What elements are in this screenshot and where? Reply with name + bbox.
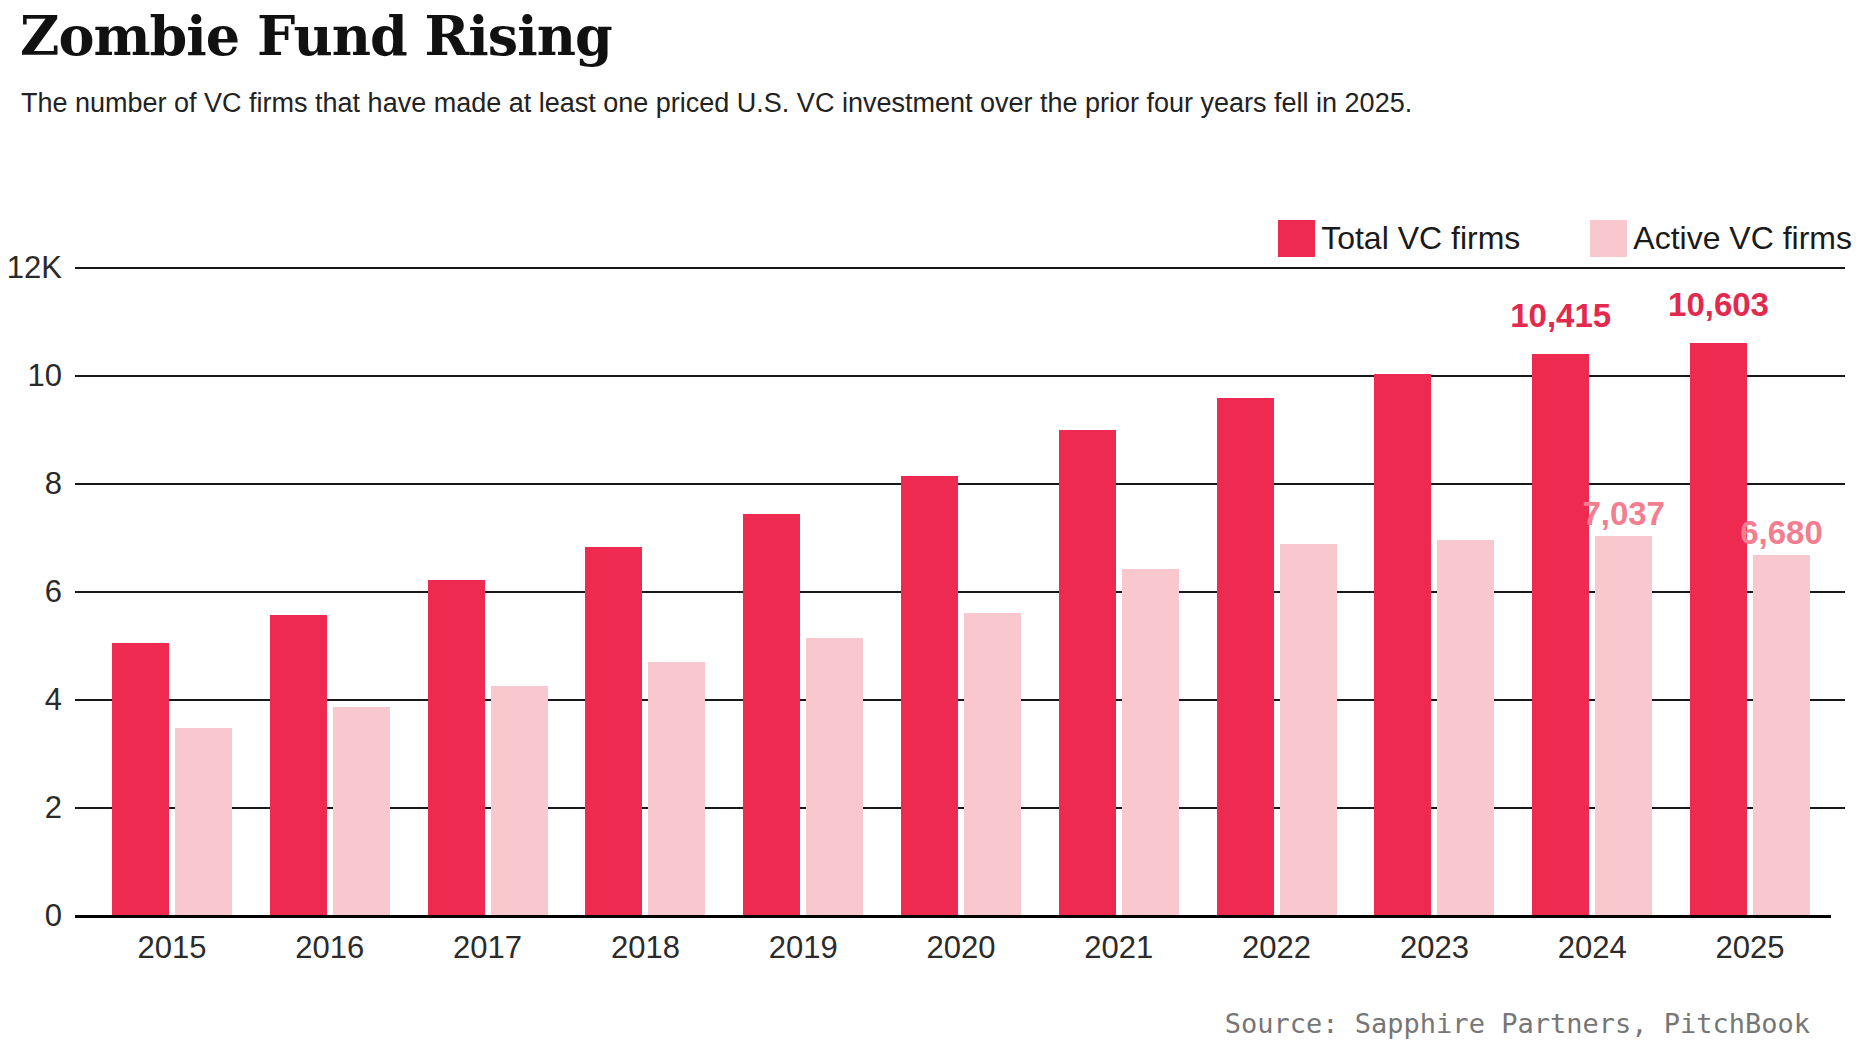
legend-item-active-vc-firms: Active VC firms	[1590, 220, 1852, 257]
bar-active-vc-firms-2024	[1595, 536, 1652, 916]
x-axis-label-2016: 2016	[250, 930, 410, 966]
bar-active-vc-firms-2018	[648, 662, 705, 916]
bar-total-vc-firms-2020	[901, 476, 958, 916]
x-axis-label-2015: 2015	[92, 930, 252, 966]
bar-active-vc-firms-2019	[806, 638, 863, 916]
y-axis-label-12k: 12K	[0, 248, 62, 288]
bar-active-vc-firms-2015	[175, 728, 232, 916]
bar-total-vc-firms-2025	[1690, 343, 1747, 916]
bar-total-vc-firms-2015	[112, 643, 169, 916]
bar-total-vc-firms-2019	[743, 514, 800, 916]
source-credit: Source: Sapphire Partners, PitchBook	[1225, 1008, 1810, 1039]
x-axis-label-2021: 2021	[1039, 930, 1199, 966]
y-axis-label-8: 8	[0, 464, 62, 504]
y-axis-label-2: 2	[0, 788, 62, 828]
y-axis-label-6: 6	[0, 572, 62, 612]
bar-total-vc-firms-2018	[585, 547, 642, 916]
bar-active-vc-firms-2022	[1280, 544, 1337, 916]
x-axis-label-2022: 2022	[1197, 930, 1357, 966]
y-axis-label-0: 0	[0, 896, 62, 936]
bar-total-vc-firms-2021	[1059, 430, 1116, 916]
bar-active-vc-firms-2025	[1753, 555, 1810, 916]
legend-swatch-active-vc-firms	[1590, 220, 1627, 257]
bar-total-vc-firms-2016	[270, 615, 327, 916]
gridline-12k	[75, 267, 1845, 269]
x-axis-label-2023: 2023	[1354, 930, 1514, 966]
data-label-active-vc-firms-2025: 6,680	[1672, 514, 1860, 552]
y-axis-label-10: 10	[0, 356, 62, 396]
x-axis-label-2017: 2017	[408, 930, 568, 966]
bar-active-vc-firms-2020	[964, 613, 1021, 916]
chart-legend: Total VC firms Active VC firms	[1278, 220, 1852, 257]
bar-active-vc-firms-2021	[1122, 569, 1179, 916]
bar-active-vc-firms-2023	[1437, 540, 1494, 916]
bar-total-vc-firms-2024	[1532, 354, 1589, 916]
x-axis-line	[75, 915, 1831, 918]
x-axis-label-2019: 2019	[723, 930, 883, 966]
data-label-total-vc-firms-2025: 10,603	[1609, 286, 1829, 324]
legend-swatch-total-vc-firms	[1278, 220, 1315, 257]
bar-total-vc-firms-2022	[1217, 398, 1274, 916]
legend-label-total-vc-firms: Total VC firms	[1321, 220, 1520, 257]
bar-active-vc-firms-2017	[491, 686, 548, 916]
x-axis-label-2024: 2024	[1512, 930, 1672, 966]
bar-total-vc-firms-2023	[1374, 374, 1431, 916]
plot-area: 024681012K201520162017201820192020202120…	[0, 0, 1860, 1046]
x-axis-label-2025: 2025	[1670, 930, 1830, 966]
bar-active-vc-firms-2016	[333, 707, 390, 916]
x-axis-label-2020: 2020	[881, 930, 1041, 966]
y-axis-label-4: 4	[0, 680, 62, 720]
legend-label-active-vc-firms: Active VC firms	[1633, 220, 1852, 257]
chart-page: Zombie Fund Rising The number of VC firm…	[0, 0, 1860, 1046]
legend-item-total-vc-firms: Total VC firms	[1278, 220, 1520, 257]
x-axis-label-2018: 2018	[565, 930, 725, 966]
bar-total-vc-firms-2017	[428, 580, 485, 916]
